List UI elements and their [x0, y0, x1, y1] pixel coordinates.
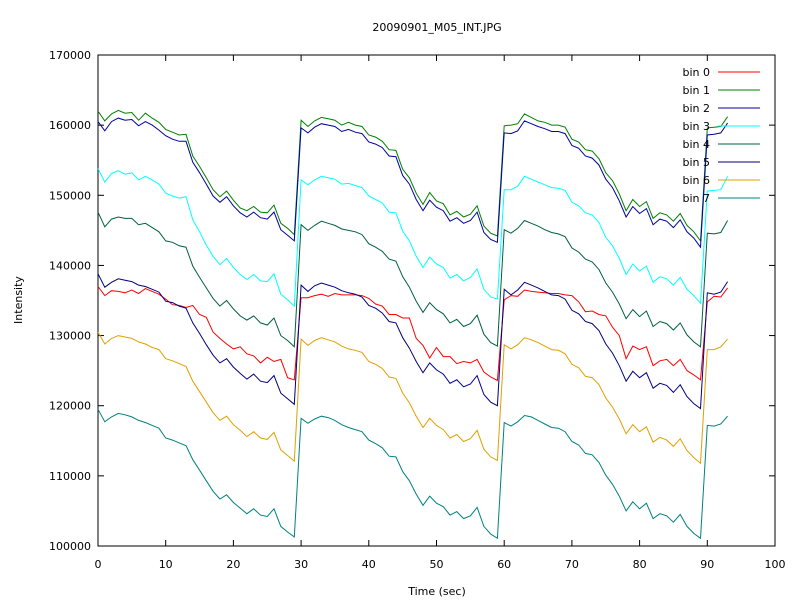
x-tick-label: 40: [362, 558, 376, 571]
y-tick-label: 100000: [49, 540, 91, 553]
y-tick-label: 120000: [49, 400, 91, 413]
series-line-bin-6: [97, 331, 728, 465]
x-tick-label: 50: [430, 558, 444, 571]
y-tick-label: 140000: [49, 259, 91, 272]
series-line-bin-3: [97, 168, 729, 308]
axes: 0 10 20 30 40 50 60 70 80 90 100 100000 110000 120000…: [49, 49, 786, 571]
y-tick-label: 130000: [49, 330, 91, 343]
x-tick-label: 20: [226, 558, 240, 571]
plot-area-frame: [97, 54, 776, 547]
x-axis-label: Time (sec): [407, 585, 466, 598]
x-tick-label: 30: [294, 558, 308, 571]
y-tick-label: 110000: [49, 470, 91, 483]
x-tick-label: 0: [95, 558, 102, 571]
legend-label: bin 7: [682, 192, 710, 205]
legend-label: bin 1: [682, 84, 710, 97]
legend-label: bin 5: [682, 156, 710, 169]
legend-label: bin 3: [682, 120, 710, 133]
x-tick-label: 10: [159, 558, 173, 571]
series-line-bin-7: [97, 408, 728, 540]
legend-label: bin 6: [682, 174, 710, 187]
y-tick-label: 150000: [49, 189, 91, 202]
series-line-bin-5: [97, 273, 729, 410]
legend-label: bin 0: [682, 66, 710, 79]
y-axis-label: Intensity: [12, 276, 25, 324]
y-tick-label: 160000: [49, 119, 91, 132]
series-line-bin-1: [97, 109, 729, 243]
series-line-bin-2: [97, 117, 729, 249]
legend: bin 0 bin 1 bin 2 bin 3 bin 4 bin 5 bin 6 bin 7: [682, 66, 760, 205]
legend-label: bin 4: [682, 138, 710, 151]
series-line-bin-4: [97, 211, 729, 348]
x-tick-label: 80: [633, 558, 647, 571]
x-tick-label: 90: [700, 558, 714, 571]
chart-title: 20090901_M05_INT.JPG: [372, 21, 501, 34]
series-layer: [97, 109, 729, 540]
x-tick-label: 70: [565, 558, 579, 571]
x-tick-label: 60: [497, 558, 511, 571]
y-tick-label: 170000: [49, 49, 91, 62]
series-line-bin-0: [97, 286, 729, 382]
legend-label: bin 2: [682, 102, 710, 115]
x-tick-label: 100: [765, 558, 786, 571]
